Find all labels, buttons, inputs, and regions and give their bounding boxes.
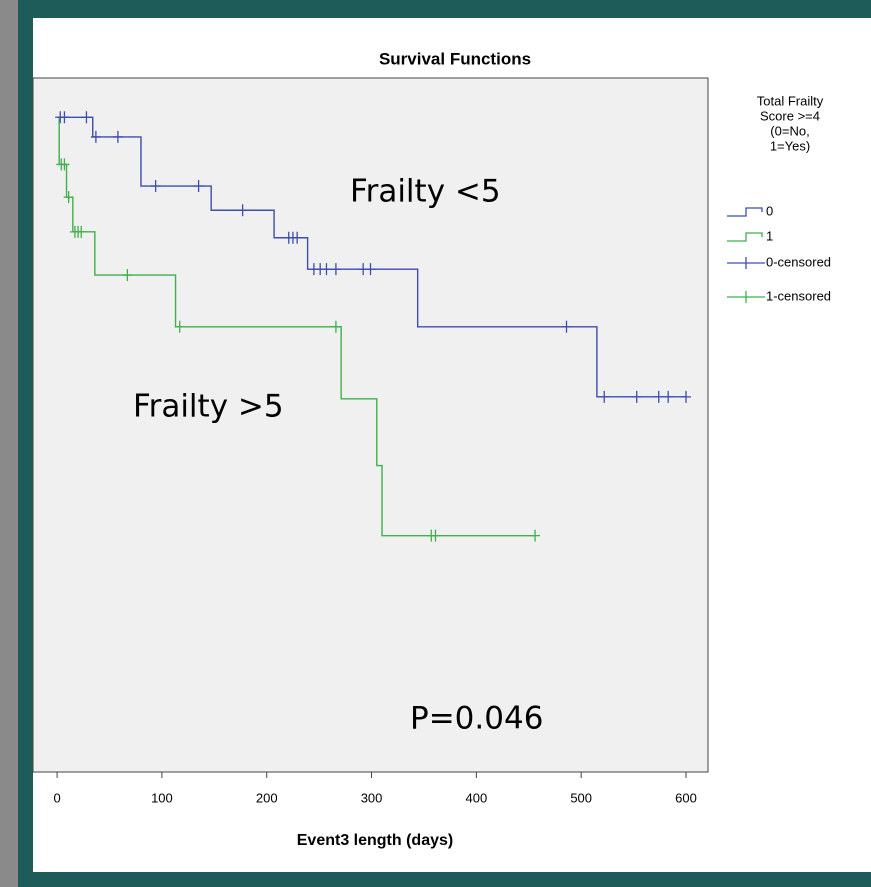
legend-label: 0-censored	[766, 254, 831, 269]
censor-mark	[122, 269, 133, 282]
censor-mark	[292, 231, 303, 244]
x-axis-label: Event3 length (days)	[297, 832, 453, 849]
legend-symbol	[727, 207, 763, 217]
annotation: P=0.046	[410, 701, 543, 737]
censor-mark	[530, 529, 541, 542]
x-tick-label: 400	[466, 790, 488, 805]
legend-label: 1-censored	[766, 288, 831, 303]
censor-mark	[321, 263, 332, 276]
censor-mark	[330, 320, 341, 333]
x-tick-label: 100	[151, 790, 173, 805]
legend-title: 1=Yes)	[770, 138, 810, 153]
censor-mark	[237, 204, 248, 217]
censor-mark	[193, 180, 204, 193]
x-tick-label: 600	[675, 790, 697, 805]
legend-label: 1	[766, 228, 773, 243]
annotation: Frailty <5	[350, 174, 501, 210]
censor-mark	[653, 390, 664, 403]
x-tick-label: 0	[53, 790, 60, 805]
x-tick-label: 500	[570, 790, 592, 805]
censor-mark	[90, 130, 101, 143]
x-tick-label: 300	[361, 790, 383, 805]
censor-mark	[680, 390, 691, 403]
censor-mark	[663, 390, 674, 403]
plot-area	[32, 77, 709, 773]
censor-mark	[63, 191, 74, 204]
legend-title: Total Frailty	[757, 93, 824, 108]
censor-mark	[599, 390, 610, 403]
censor-mark	[365, 263, 376, 276]
censor-mark	[81, 111, 92, 124]
censor-mark	[430, 529, 441, 542]
censor-mark	[631, 390, 642, 403]
censor-mark	[150, 180, 161, 193]
censor-mark	[112, 130, 123, 143]
legend-title: Score >=4	[760, 108, 820, 123]
x-tick-label: 200	[256, 790, 278, 805]
legend-symbol	[727, 291, 765, 303]
chart-title: Survival Functions	[379, 49, 531, 68]
censor-mark	[561, 320, 572, 333]
annotation: Frailty >5	[133, 389, 284, 425]
censor-mark	[59, 158, 70, 171]
legend-label: 0	[766, 203, 773, 218]
legend-symbol	[727, 232, 763, 242]
censor-mark	[174, 320, 185, 333]
censor-mark	[59, 111, 70, 124]
censor-mark	[330, 263, 341, 276]
legend-symbol	[727, 257, 765, 269]
legend-title: (0=No,	[770, 123, 809, 138]
censor-mark	[76, 225, 87, 238]
